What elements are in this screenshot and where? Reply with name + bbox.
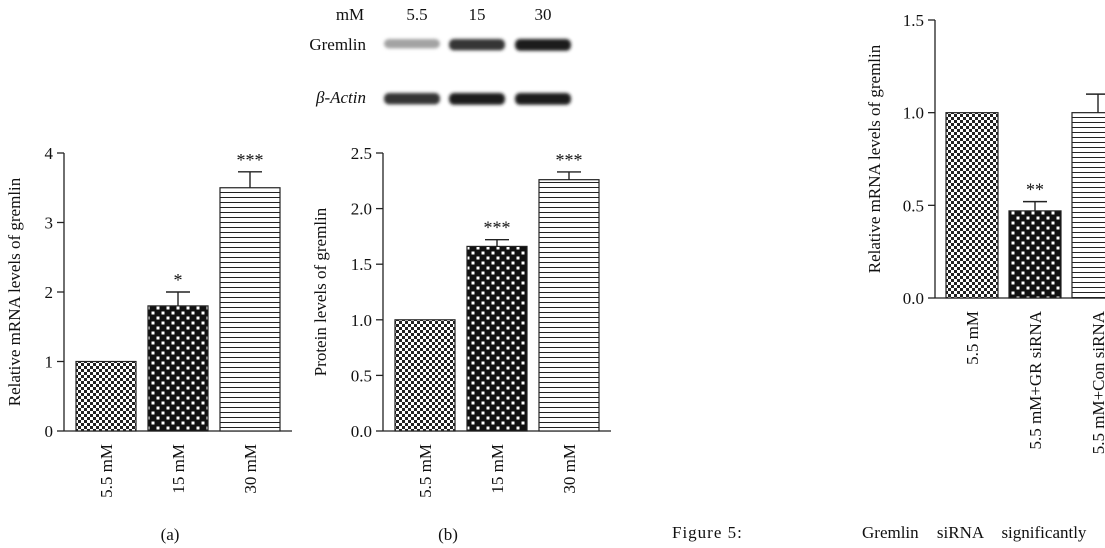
y-axis-label: Protein levels of gremlin [311, 207, 330, 376]
x-tick-label: 15 mM [169, 444, 188, 494]
x-tick-label: 5.5 mM [97, 444, 116, 498]
y-tick-label: 1.5 [351, 255, 372, 274]
y-tick-label: 2 [45, 283, 54, 302]
bar [220, 187, 280, 431]
bar-outline [394, 319, 456, 432]
x-tick-label: 5.5 mM+GR siRNA [1026, 310, 1045, 449]
blot-row-label-actin: β-Actin [315, 88, 366, 107]
y-tick-label: 2.5 [351, 144, 372, 163]
blot-band [449, 93, 505, 105]
bar [467, 246, 527, 431]
bar-outline [945, 112, 999, 299]
bar-outline [75, 360, 137, 432]
y-tick-label: 0.0 [903, 289, 924, 308]
x-tick-label: 30 mM [560, 444, 579, 494]
significance-marker: *** [237, 150, 264, 170]
western-blot: mM 5.5 15 30 Gremlin β-Actin [309, 5, 571, 107]
panel-b-caption: (b) [438, 525, 458, 544]
blot-band [384, 39, 440, 49]
significance-marker: *** [556, 150, 583, 170]
blot-lane-label: 5.5 [406, 5, 427, 24]
bar [946, 112, 998, 299]
bar [1009, 210, 1061, 298]
y-axis-label: Relative mRNA levels of gremlin [5, 177, 24, 406]
figure-caption-label: Figure 5: [672, 523, 743, 542]
figure-caption-text: Gremlin siRNA significantly [862, 523, 1087, 542]
chart-panel-c: 0.0 0.5 1.0 1.5 Relative mRNA levels of grem… [865, 11, 1105, 454]
y-tick-label: 0.0 [351, 422, 372, 441]
blot-row-label-gremlin: Gremlin [309, 35, 366, 54]
y-tick-label: 1.0 [903, 104, 924, 123]
y-tick-label: 0.5 [351, 366, 372, 385]
bar [76, 361, 136, 431]
blot-unit-label: mM [336, 5, 364, 24]
blot-lane-label: 30 [535, 5, 552, 24]
significance-marker: * [174, 270, 183, 290]
x-tick-label: 30 mM [241, 444, 260, 494]
blot-band [515, 93, 571, 105]
bar [1072, 112, 1105, 299]
blot-band [384, 93, 440, 105]
blot-band [449, 39, 505, 51]
significance-marker: *** [484, 218, 511, 238]
bar [148, 305, 208, 431]
x-tick-label: 15 mM [488, 444, 507, 494]
x-tick-label: 5.5 mM [416, 444, 435, 498]
y-tick-label: 0 [45, 422, 54, 441]
chart-panel-a: 0 1 2 3 4 Relative mRNA levels of gremlin 5.5 … [5, 144, 292, 498]
significance-marker: ** [1026, 180, 1044, 200]
bar [539, 179, 599, 431]
y-tick-label: 4 [45, 144, 54, 163]
y-tick-label: 0.5 [903, 196, 924, 215]
bar [395, 319, 455, 431]
y-axis-label: Relative mRNA levels of gremlin [865, 44, 884, 273]
chart-panel-b: 0.0 0.5 1.0 1.5 2.0 2.5 Protein levels of grem… [311, 144, 611, 498]
y-tick-label: 3 [45, 214, 54, 233]
y-tick-label: 1 [45, 353, 54, 372]
x-tick-label: 5.5 mM [963, 311, 982, 365]
blot-band [515, 39, 571, 51]
x-tick-label: 5.5 mM+Con siRNA [1089, 310, 1105, 454]
panel-a-caption: (a) [161, 525, 180, 544]
y-tick-label: 1.0 [351, 311, 372, 330]
y-tick-label: 2.0 [351, 200, 372, 219]
blot-lane-label: 15 [469, 5, 486, 24]
y-tick-label: 1.5 [903, 11, 924, 30]
